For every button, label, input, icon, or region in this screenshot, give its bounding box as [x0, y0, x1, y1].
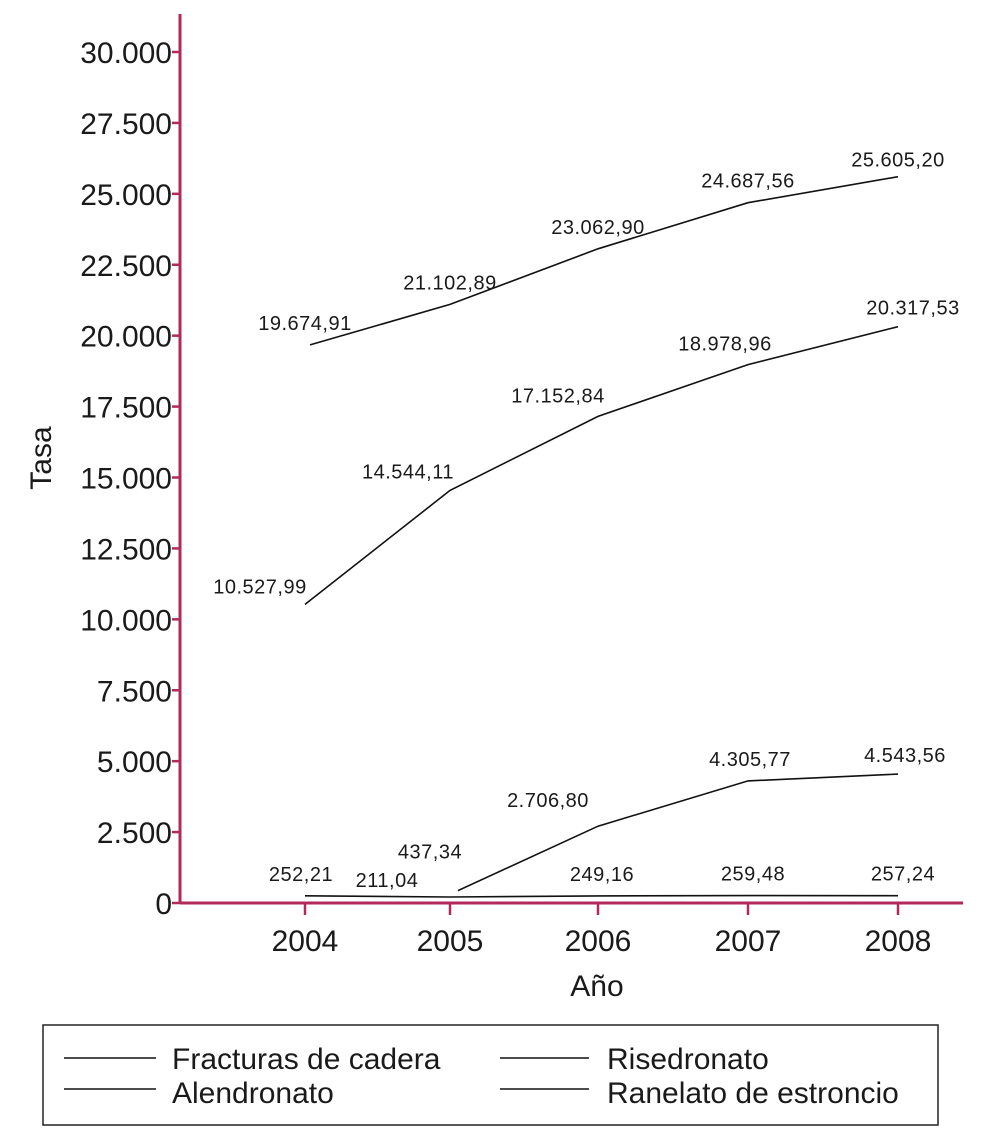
y-tick-label: 15.000	[80, 463, 172, 496]
data-label-ranelato-de-estroncio: 259,48	[721, 864, 785, 886]
data-label-risedronato: 4.305,77	[709, 749, 791, 771]
data-label-fracturas-de-cadera: 19.674,91	[258, 313, 351, 335]
y-tick-label: 10.000	[80, 604, 172, 637]
data-label-risedronato: 437,34	[398, 842, 462, 864]
y-axis-ticks: 0 2.500 5.000 7.500 10.000 12.500 15.000 17.500…	[80, 37, 180, 921]
y-tick-label: 2.500	[97, 817, 172, 850]
x-axis-title: Año	[570, 970, 623, 1003]
y-tick-label: 5.000	[97, 746, 172, 779]
legend-box	[42, 1024, 939, 1126]
y-tick-label: 25.000	[80, 179, 172, 212]
series-line-ranelato-de-estroncio	[304, 894, 899, 898]
data-label-risedronato: 2.706,80	[507, 790, 589, 812]
legend-label-alendronato: Alendronato	[172, 1077, 334, 1110]
legend: Fracturas de cadera Alendronato Risedron…	[42, 1024, 939, 1126]
series-lines	[304, 175, 899, 898]
x-tick-label: 2008	[865, 925, 932, 958]
y-tick-label: 22.500	[80, 250, 172, 283]
y-tick-label: 7.500	[97, 675, 172, 708]
data-label-alendronato: 17.152,84	[511, 385, 604, 407]
data-label-fracturas-de-cadera: 24.687,56	[701, 171, 794, 193]
y-tick-label: 12.500	[80, 533, 172, 566]
series-line-alendronato	[304, 325, 899, 606]
data-label-fracturas-de-cadera: 25.605,20	[851, 150, 944, 172]
data-labels: 19.674,91 21.102,89 23.062,90 24.687,56 25.6…	[213, 150, 959, 892]
data-label-fracturas-de-cadera: 21.102,89	[403, 272, 496, 294]
x-tick-label: 2007	[715, 925, 782, 958]
data-label-alendronato: 10.527,99	[213, 576, 306, 598]
x-tick-label: 2005	[417, 925, 484, 958]
y-tick-label: 20.000	[80, 321, 172, 354]
data-label-fracturas-de-cadera: 23.062,90	[551, 217, 644, 239]
y-tick-label: 0	[155, 888, 172, 921]
legend-label-risedronato: Risedronato	[607, 1043, 769, 1076]
data-label-risedronato: 4.543,56	[864, 745, 946, 767]
series-line-fracturas-de-cadera	[309, 175, 899, 346]
y-tick-label: 27.500	[80, 108, 172, 141]
data-label-ranelato-de-estroncio: 257,24	[871, 864, 935, 886]
data-label-alendronato: 14.544,11	[362, 461, 454, 483]
y-axis-title: Tasa	[25, 426, 58, 490]
y-tick-label: 30.000	[80, 37, 172, 70]
legend-label-ranelato: Ranelato de estroncio	[607, 1077, 899, 1110]
data-label-alendronato: 18.978,96	[678, 334, 771, 356]
data-label-ranelato-de-estroncio: 211,04	[356, 870, 419, 892]
x-tick-label: 2004	[272, 925, 339, 958]
x-axis-ticks: 2004 2005 2006 2007 2008	[272, 903, 932, 958]
axes	[178, 14, 963, 905]
legend-label-fracturas: Fracturas de cadera	[172, 1043, 441, 1076]
x-tick-label: 2006	[565, 925, 632, 958]
y-tick-label: 17.500	[80, 392, 172, 425]
data-label-alendronato: 20.317,53	[866, 298, 959, 320]
series-line-risedronato	[457, 773, 899, 892]
data-label-ranelato-de-estroncio: 249,16	[570, 864, 634, 886]
data-label-ranelato-de-estroncio: 252,21	[269, 864, 333, 886]
